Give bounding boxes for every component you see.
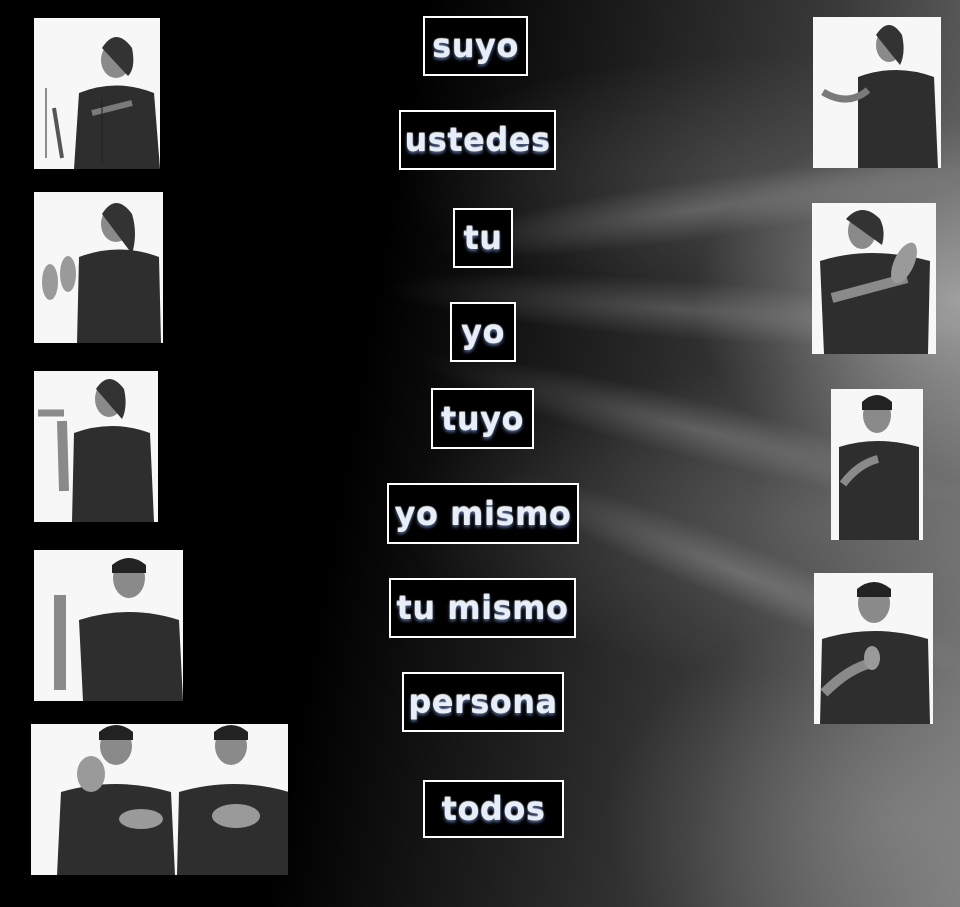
sign-photo-tu bbox=[34, 371, 158, 522]
sign-photo-todos bbox=[31, 724, 288, 875]
word-suyo: suyo bbox=[423, 16, 528, 76]
word-persona: persona bbox=[402, 672, 564, 732]
word-yo: yo bbox=[450, 302, 516, 362]
sign-photo-persona bbox=[814, 573, 933, 724]
word-yo-mismo: yo mismo bbox=[387, 483, 579, 544]
sign-photo-yo bbox=[34, 550, 183, 701]
word-ustedes: ustedes bbox=[399, 110, 556, 170]
word-tuyo: tuyo bbox=[431, 388, 534, 449]
sign-photo-tu-right bbox=[813, 17, 941, 168]
sign-photo-ustedes bbox=[34, 192, 163, 343]
word-tu-mismo: tu mismo bbox=[389, 578, 576, 638]
sign-photo-tuyo bbox=[812, 203, 936, 354]
sign-photo-suyo bbox=[34, 18, 160, 169]
word-todos: todos bbox=[423, 780, 564, 838]
word-tu: tu bbox=[453, 208, 513, 268]
sign-photo-yo-mismo bbox=[831, 389, 923, 540]
